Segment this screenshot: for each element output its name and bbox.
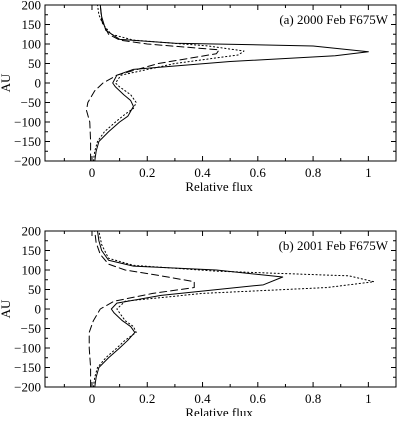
series-line-dotted	[92, 4, 245, 162]
x-tick-label: 1	[365, 391, 372, 406]
y-tick-label: −100	[14, 341, 41, 356]
panel-title: (a) 2000 Feb F675W	[279, 12, 388, 27]
y-tick-label: −150	[14, 360, 41, 375]
x-tick-label: 0.6	[250, 165, 267, 180]
y-tick-label: −150	[14, 134, 41, 149]
y-tick-label: −200	[14, 380, 41, 395]
plot-frame	[44, 4, 397, 162]
x-axis-label: Relative flux	[185, 179, 253, 194]
plot-frame	[44, 230, 397, 388]
y-tick-label: 0	[35, 76, 42, 91]
y-tick-label: 150	[22, 17, 42, 32]
series-line-dashed	[85, 4, 220, 162]
y-axis-label: AU	[0, 73, 13, 92]
x-axis-label: Relative flux	[185, 405, 253, 416]
series-line-dotted	[92, 230, 375, 388]
y-tick-label: 100	[22, 37, 42, 52]
y-tick-label: 200	[22, 224, 42, 239]
y-tick-label: −200	[14, 154, 41, 169]
y-tick-label: 50	[28, 282, 41, 297]
y-tick-label: 0	[35, 302, 42, 317]
panel-title: (b) 2001 Feb F675W	[279, 238, 389, 253]
x-tick-label: 0	[89, 165, 96, 180]
x-tick-label: 1	[365, 165, 372, 180]
y-tick-label: 200	[22, 0, 42, 13]
y-tick-label: −50	[21, 95, 41, 110]
y-tick-label: −100	[14, 115, 41, 130]
y-tick-label: 50	[28, 56, 41, 71]
x-tick-label: 0	[89, 391, 96, 406]
y-axis-label: AU	[0, 299, 13, 318]
x-tick-label: 0.2	[139, 165, 155, 180]
y-tick-label: −50	[21, 321, 41, 336]
series-line-dashed	[88, 230, 195, 388]
x-tick-label: 0.8	[305, 391, 321, 406]
x-tick-label: 0.8	[305, 165, 321, 180]
chart-panel-1: 0 0.2 0.4 0.6 0.8 1 −200 −150 −100 −50 0 50 100 150 20…	[0, 0, 397, 194]
x-tick-label: 0.6	[250, 391, 267, 406]
y-tick-label: 100	[22, 263, 42, 278]
x-tick-label: 0.4	[194, 391, 211, 406]
y-tick-label: 150	[22, 243, 42, 258]
x-tick-label: 0.2	[139, 391, 155, 406]
chart-panel-2: 0 0.2 0.4 0.6 0.8 1 −200 −150 −100 −50 0 50 100 150 20…	[0, 224, 397, 420]
series-line-solid	[94, 4, 369, 162]
series-line-solid	[94, 230, 284, 388]
x-tick-label: 0.4	[194, 165, 211, 180]
